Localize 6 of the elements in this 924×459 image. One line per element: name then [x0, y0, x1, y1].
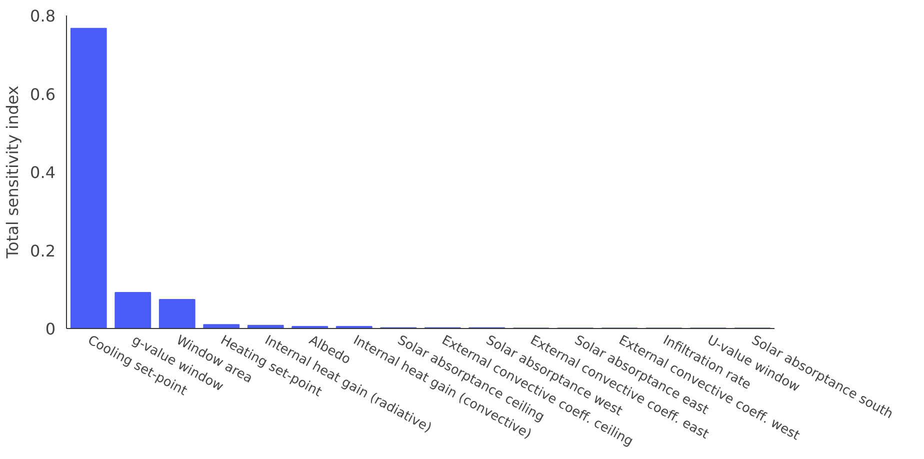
y-tick-label: 0 — [45, 320, 56, 338]
y-tick-label: 0.8 — [30, 6, 56, 26]
y-tick-label: 0.6 — [30, 84, 56, 104]
y-axis-title: Total sensitivity index — [3, 86, 22, 260]
y-tick-label: 0.2 — [30, 241, 56, 260]
y-tick-label: 0.4 — [30, 163, 56, 182]
